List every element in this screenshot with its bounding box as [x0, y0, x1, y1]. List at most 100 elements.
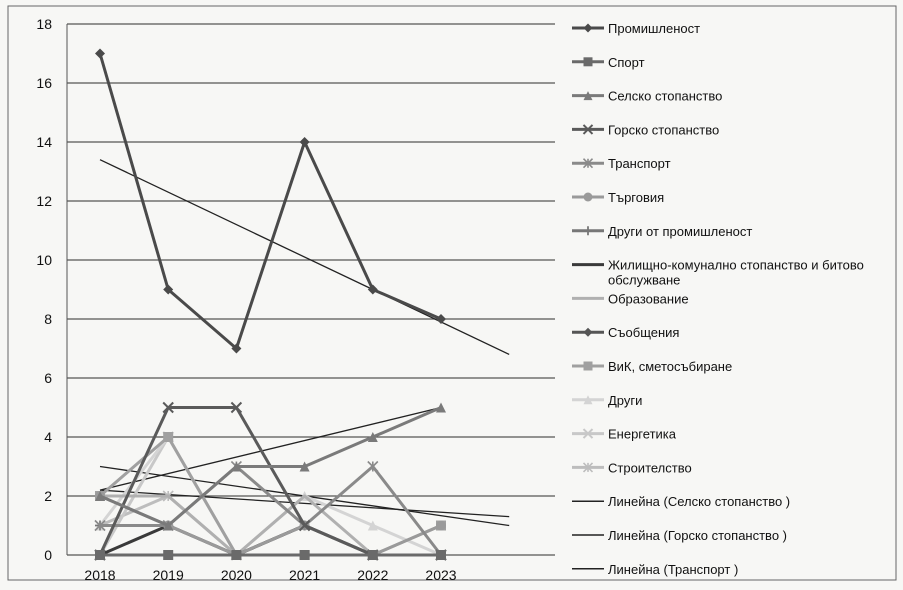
legend-label: Селско стопанство [608, 89, 722, 104]
data-point-marker [582, 158, 594, 169]
y-tick-label: 18 [36, 16, 52, 32]
y-tick-label: 14 [36, 134, 52, 150]
data-point-marker [436, 402, 446, 413]
legend-label: Строителство [608, 460, 692, 475]
legend-label: ВиК, сметосъбиране [608, 359, 732, 374]
data-point-marker [230, 401, 243, 414]
x-axis: 2018 2019 2020 2021 2022 2023 [84, 567, 456, 583]
data-point-marker [436, 520, 446, 531]
legend-label: Други от промишленост [608, 224, 752, 239]
data-point-marker [583, 226, 593, 236]
data-point-marker [436, 314, 446, 324]
trendline [99, 406, 442, 491]
legend-label: Транспорт [608, 156, 671, 171]
data-point-marker [367, 432, 378, 442]
series [95, 402, 446, 531]
legend-item: Други [572, 393, 642, 408]
legend-item: Селско стопанство [572, 89, 722, 104]
y-tick-label: 16 [36, 75, 52, 91]
y-tick-label: 12 [36, 193, 52, 209]
data-point-marker [367, 284, 378, 295]
legend-item: Жилищно-комунално стопанство и битово обс… [572, 258, 864, 288]
data-point-marker [163, 432, 174, 442]
y-tick-label: 4 [44, 429, 52, 445]
data-point-marker [583, 395, 593, 405]
legend: Промишленост Спорт Селско стопанство Горско… [572, 21, 864, 577]
y-tick-label: 0 [44, 547, 52, 563]
data-point-marker [299, 461, 310, 472]
data-point-marker [583, 57, 593, 67]
legend-label: Спорт [608, 55, 645, 70]
data-point-marker [163, 520, 174, 531]
legend-item: Промишленост [572, 21, 700, 36]
chart-frame [7, 5, 897, 581]
series-line [100, 465, 443, 556]
series-group [94, 48, 447, 561]
data-point-marker [582, 428, 594, 439]
legend-label: Линейна (Горско стопанство ) [608, 528, 787, 543]
series-line [99, 406, 442, 527]
data-point-marker [95, 48, 105, 59]
legend-label: Образование [608, 291, 689, 306]
data-point-marker [583, 361, 593, 371]
y-tick-label: 8 [44, 311, 52, 327]
data-point-marker [367, 550, 378, 560]
series [95, 48, 446, 354]
legend-label: Линейна (Селско стопанство ) [608, 494, 790, 509]
legend-label: Търговия [608, 190, 664, 205]
legend-item: Търговия [572, 190, 664, 205]
y-tick-label: 10 [36, 252, 52, 268]
legend-item: Други от промишленост [572, 224, 752, 239]
data-point-marker [367, 520, 378, 531]
data-point-marker [582, 462, 594, 473]
legend-label: Линейна (Транспорт ) [608, 562, 738, 577]
x-tick-label: 2023 [425, 567, 456, 583]
legend-label: Енергетика [608, 427, 677, 442]
legend-item: Транспорт [572, 156, 671, 171]
legend-item: Линейна (Селско стопанство ) [572, 494, 790, 509]
legend-item: Спорт [572, 55, 645, 70]
data-point-marker [583, 327, 593, 337]
data-point-marker [436, 550, 446, 560]
data-point-marker [231, 461, 242, 472]
data-point-marker [582, 124, 594, 135]
data-point-marker [95, 491, 105, 501]
data-point-marker [298, 519, 311, 532]
legend-item: Горско стопанство [572, 122, 719, 137]
y-tick-label: 6 [44, 370, 52, 386]
legend-item: Линейна (Транспорт ) [572, 562, 738, 577]
data-point-marker [163, 284, 174, 295]
legend-item: Съобщения [572, 325, 679, 340]
x-tick-label: 2018 [84, 567, 115, 583]
data-point-marker [583, 91, 593, 101]
legend-item: ВиК, сметосъбиране [572, 359, 732, 374]
legend-item: Строителство [572, 460, 692, 475]
x-tick-label: 2021 [289, 567, 320, 583]
legend-label: Други [608, 393, 642, 408]
data-point-marker [367, 460, 379, 473]
legend-label: Жилищно-комунално стопанство и битово обс… [608, 258, 864, 288]
y-axis: 0 2 4 6 8 10 12 14 16 18 [36, 16, 68, 563]
data-point-marker [231, 343, 242, 354]
legend-label: Промишленост [608, 21, 700, 36]
data-point-marker [162, 401, 174, 414]
data-point-marker [163, 550, 174, 560]
x-tick-label: 2020 [221, 567, 252, 583]
data-point-marker [583, 23, 593, 33]
series [95, 550, 446, 560]
data-point-marker [299, 550, 310, 560]
series-line [98, 53, 442, 350]
legend-label: Съобщения [608, 325, 679, 340]
data-point-marker [231, 550, 242, 560]
legend-item: Енергетика [572, 427, 677, 442]
y-tick-label: 2 [44, 488, 52, 504]
data-point-marker [299, 137, 310, 147]
legend-label: Горско стопанство [608, 122, 719, 137]
x-tick-label: 2022 [357, 567, 388, 583]
data-point-marker [94, 519, 106, 532]
legend-item: Линейна (Горско стопанство ) [572, 528, 787, 543]
legend-item: Образование [572, 291, 689, 306]
data-point-marker [583, 192, 593, 202]
